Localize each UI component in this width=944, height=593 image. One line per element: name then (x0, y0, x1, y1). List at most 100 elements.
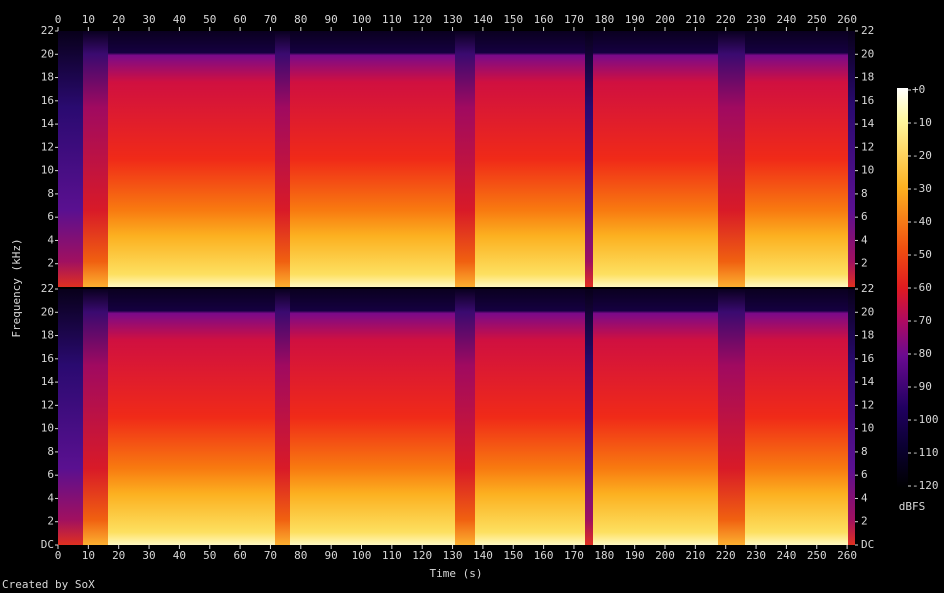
y-tick-label: 10 (41, 164, 54, 177)
x-tick-label: 120 (412, 13, 432, 26)
x-tick-label: 250 (807, 13, 827, 26)
x-tick-label: 200 (655, 13, 675, 26)
y-tick-label: 8 (47, 445, 54, 458)
y-tick-label: 12 (861, 140, 874, 153)
x-tick-label: 170 (564, 13, 584, 26)
y-axis-label: Frequency (kHz) (10, 238, 23, 337)
y-tick-label: 6 (47, 210, 54, 223)
footer: Created by SoX (2, 578, 95, 591)
x-tick-label: 20 (112, 549, 125, 562)
y-tick-label: 6 (47, 468, 54, 481)
colorbar-tick-label: -110 (912, 446, 939, 459)
x-tick-label: 190 (625, 13, 645, 26)
y-tick-label: 18 (861, 329, 874, 342)
y-tick-label: 12 (861, 398, 874, 411)
x-tick-label: 60 (233, 13, 246, 26)
y-tick-label: 10 (41, 422, 54, 435)
x-tick-label: 230 (746, 549, 766, 562)
x-tick-label: 260 (837, 13, 857, 26)
x-tick-label: 30 (142, 549, 155, 562)
x-tick-label: 90 (325, 549, 338, 562)
x-tick-label: 150 (503, 13, 523, 26)
y-tick-label: 20 (41, 305, 54, 318)
x-tick-label: 110 (382, 549, 402, 562)
y-tick-label: 4 (861, 491, 868, 504)
x-tick-label: 110 (382, 13, 402, 26)
y-tick-label: 22 (861, 24, 874, 37)
x-tick-label: 140 (473, 13, 493, 26)
x-tick-label: 130 (443, 13, 463, 26)
x-tick-label: 0 (55, 13, 62, 26)
y-tick-label: 10 (861, 164, 874, 177)
x-tick-label: 60 (233, 549, 246, 562)
x-tick-label: 80 (294, 13, 307, 26)
y-tick-label: 6 (861, 468, 868, 481)
y-tick-label: 8 (861, 445, 868, 458)
x-tick-label: 210 (685, 549, 705, 562)
y-tick-label: 4 (47, 233, 54, 246)
y-tick-label: 16 (41, 94, 54, 107)
x-tick-label: 70 (264, 549, 277, 562)
x-tick-label: 160 (534, 13, 554, 26)
y-tick-label: 2 (861, 515, 868, 528)
x-axis-label: Time (s) (430, 567, 483, 580)
y-tick-label: 6 (861, 210, 868, 223)
x-tick-label: 30 (142, 13, 155, 26)
x-tick-label: 250 (807, 549, 827, 562)
colorbar-tick-label: -20 (912, 149, 932, 162)
y-tick-label: 10 (861, 422, 874, 435)
x-tick-label: 220 (716, 13, 736, 26)
colorbar-tick-label: -100 (912, 413, 939, 426)
y-tick-label: 20 (861, 305, 874, 318)
colorbar-tick-label: +0 (912, 83, 925, 96)
x-tick-label: 10 (82, 13, 95, 26)
y-tick-label: 4 (47, 491, 54, 504)
x-tick-label: 240 (776, 13, 796, 26)
x-tick-label: 50 (203, 13, 216, 26)
y-tick-label: 16 (861, 352, 874, 365)
x-tick-label: 150 (503, 549, 523, 562)
x-tick-label: 10 (82, 549, 95, 562)
x-tick-label: 40 (173, 549, 186, 562)
x-tick-label: 190 (625, 549, 645, 562)
colorbar-tick-label: -80 (912, 347, 932, 360)
y-tick-label: 14 (41, 117, 55, 130)
colorbar-tick-label: -50 (912, 248, 932, 261)
colorbar-label: dBFS (899, 500, 926, 513)
x-tick-label: 120 (412, 549, 432, 562)
y-tick-label: 14 (41, 375, 55, 388)
y-tick-label: 22 (41, 24, 54, 37)
y-tick-label: 14 (861, 117, 875, 130)
channel-2-image (58, 289, 855, 545)
colorbar-tick-label: -70 (912, 314, 932, 327)
y-tick-label: 18 (41, 71, 54, 84)
y-tick-label: 8 (861, 187, 868, 200)
y-tick-label: 14 (861, 375, 875, 388)
x-tick-label: 230 (746, 13, 766, 26)
x-tick-label: 100 (352, 13, 372, 26)
x-tick-label: 180 (594, 13, 614, 26)
colorbar-tick-label: -90 (912, 380, 932, 393)
x-tick-label: 220 (716, 549, 736, 562)
y-tick-label: 22 (41, 282, 54, 295)
x-tick-label: 90 (325, 13, 338, 26)
x-tick-label: 200 (655, 549, 675, 562)
x-tick-label: 40 (173, 13, 186, 26)
y-tick-label: DC (861, 538, 874, 551)
x-tick-label: 50 (203, 549, 216, 562)
y-tick-label: 4 (861, 233, 868, 246)
x-tick-label: 140 (473, 549, 493, 562)
y-tick-label: 12 (41, 140, 54, 153)
y-tick-label: 22 (861, 282, 874, 295)
colorbar-tick-label: -60 (912, 281, 932, 294)
colorbar-tick-label: -30 (912, 182, 932, 195)
x-tick-label: 0 (55, 549, 62, 562)
x-tick-label: 260 (837, 549, 857, 562)
y-tick-label: 20 (41, 47, 54, 60)
y-tick-label: 20 (861, 47, 874, 60)
channel-1-image (58, 31, 855, 287)
x-tick-label: 160 (534, 549, 554, 562)
y-tick-label: 18 (861, 71, 874, 84)
y-tick-label: 2 (47, 257, 54, 270)
